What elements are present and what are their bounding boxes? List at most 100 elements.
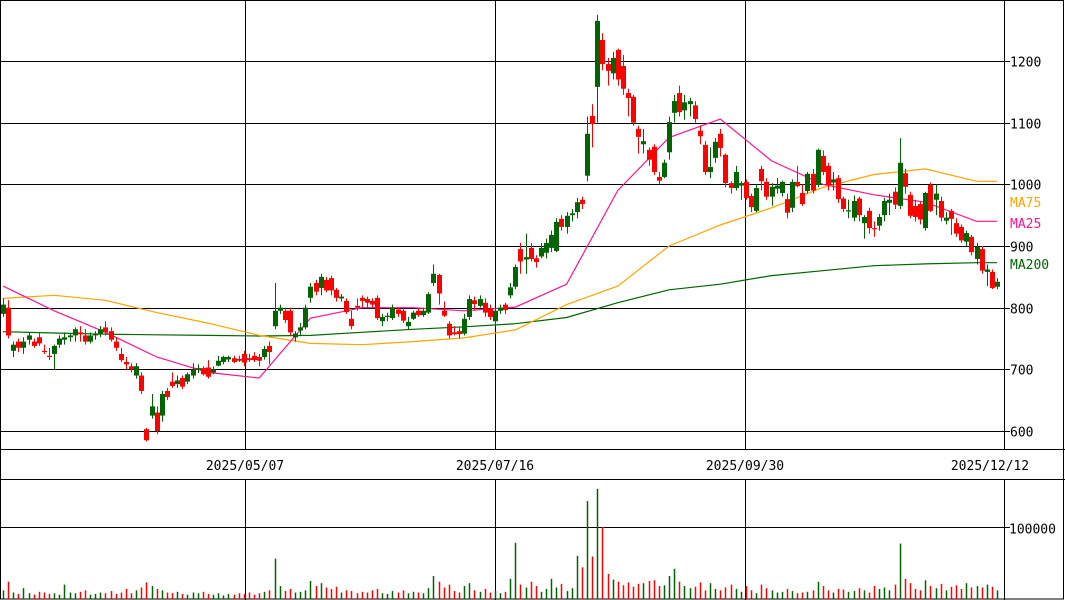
candle-body-down: [913, 205, 918, 218]
price-tick-label: 1100: [1010, 118, 1041, 133]
candle-body-up: [539, 247, 544, 257]
candle-body-up: [175, 380, 180, 385]
candle-body-up: [549, 234, 554, 248]
candle-body-down: [314, 283, 319, 292]
candle-body-up: [498, 307, 503, 311]
candle-body-up: [734, 172, 739, 189]
volume-bars: [2, 488, 999, 599]
candle-body-down: [129, 366, 134, 370]
candle-body-up: [493, 310, 498, 322]
axis-labels: 600 700 800 900 1000 1100 1200 2025/05/07 2025/0…: [206, 56, 1056, 538]
candle-body-down: [718, 133, 723, 148]
candle-body-up: [68, 335, 73, 338]
candle-body-down: [693, 105, 698, 119]
candle-body-up: [411, 312, 416, 319]
date-label: 2025/12/12: [951, 459, 1029, 474]
candle-body-down: [980, 249, 985, 271]
candle-body-up: [611, 57, 616, 74]
candle-body-down: [375, 297, 380, 319]
candle-body-down: [401, 310, 406, 321]
candle-body-down: [821, 155, 826, 173]
candle-body-up: [934, 193, 939, 200]
candle-body-down: [416, 310, 421, 316]
candle-body-down: [990, 271, 995, 288]
candle-body-up: [985, 269, 990, 272]
candle-body-up: [406, 321, 411, 327]
candle-body-down: [360, 297, 365, 301]
candle-body-down: [237, 358, 242, 361]
candle-body-down: [6, 307, 11, 336]
candle-body-down: [437, 274, 442, 294]
candle-body-down: [334, 289, 339, 298]
candle-body-down: [749, 196, 754, 208]
candle-body-down: [124, 361, 129, 365]
candle-body-up: [88, 335, 93, 342]
candle-body-down: [939, 200, 944, 218]
candle-body-down: [836, 178, 841, 200]
candle-body-up: [93, 333, 98, 336]
candle-body-down: [811, 173, 816, 191]
legend-ma200: MA200: [1010, 258, 1049, 273]
candle-body-up: [672, 101, 677, 113]
candle-body-up: [944, 217, 949, 221]
candle-body-down: [857, 198, 862, 216]
candle-body-down: [949, 210, 954, 219]
candle-body-up: [995, 281, 1000, 287]
candle-body-down: [252, 355, 257, 361]
candle-body-down: [396, 309, 401, 314]
candle-body-up: [882, 200, 887, 216]
candle-body-up: [150, 406, 155, 416]
candle-body-down: [242, 353, 247, 363]
candle-body-up: [852, 200, 857, 218]
candle-body-down: [795, 181, 800, 187]
candle-body-up: [713, 141, 718, 158]
candle-body-down: [201, 368, 206, 375]
candle-body-up: [775, 185, 780, 189]
candle-body-up: [641, 141, 646, 145]
candle-body-up: [688, 101, 693, 105]
candle-body-up: [739, 183, 744, 186]
candle-body-up: [964, 233, 969, 242]
candle-body-up: [293, 333, 298, 338]
candle-body-down: [503, 304, 508, 311]
candle-body-up: [708, 167, 713, 173]
date-label: 2025/09/30: [706, 459, 784, 474]
candle-body-down: [652, 146, 657, 173]
candle-body-down: [841, 198, 846, 210]
candle-body-down: [47, 355, 52, 358]
candle-body-up: [62, 337, 67, 340]
candle-body-down: [488, 308, 493, 317]
candle-body-down: [370, 300, 375, 305]
legend-ma75: MA75: [1010, 196, 1041, 211]
candle-body-down: [32, 341, 37, 346]
candle-body-down: [518, 249, 523, 262]
candle-body-up: [467, 299, 472, 317]
candle-body-down: [257, 357, 262, 361]
candle-body-down: [165, 390, 170, 398]
candle-body-up: [770, 186, 775, 197]
candle-body-up: [662, 162, 667, 177]
candle-body-up: [508, 287, 513, 296]
candle-body-up: [780, 181, 785, 193]
candle-body-down: [109, 331, 114, 340]
candle-body-down: [826, 165, 831, 185]
candle-body-down: [621, 65, 626, 89]
price-tick-label: 1000: [1010, 179, 1041, 194]
candle-body-up: [278, 307, 283, 311]
candle-body-down: [580, 199, 585, 205]
candle-body-up: [544, 242, 549, 253]
candle-body-down: [472, 300, 477, 304]
candle-body-up: [554, 221, 559, 251]
candle-body-down: [657, 176, 662, 181]
candle-body-up: [887, 199, 892, 203]
candle-body-up: [303, 307, 308, 328]
candle-body-down: [483, 302, 488, 313]
ma200-line: [2, 262, 997, 337]
candle-body-up: [790, 181, 795, 208]
candle-body-down: [457, 331, 462, 335]
candle-body-down: [103, 327, 108, 333]
candle-body-up: [57, 338, 62, 345]
candle-body-up: [52, 345, 57, 354]
